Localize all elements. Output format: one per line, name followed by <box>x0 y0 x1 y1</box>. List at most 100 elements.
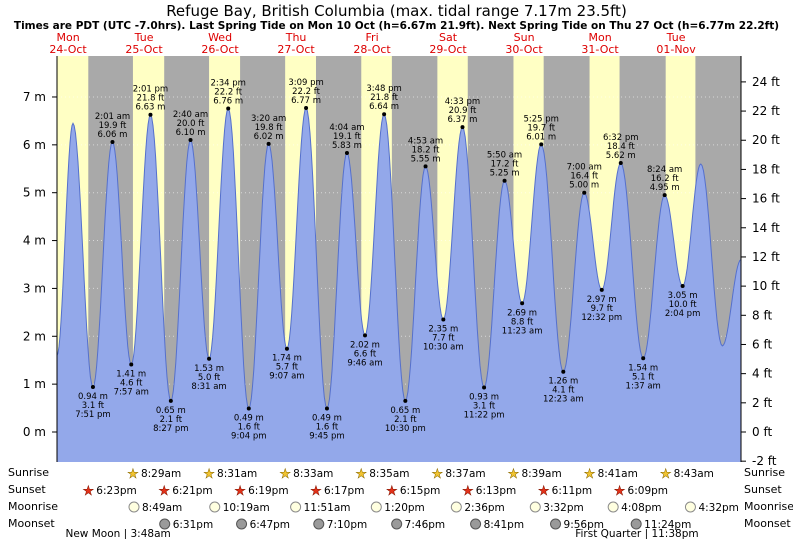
tide-annotation: 8:27 pm <box>153 424 188 434</box>
sunrise-time: 8:33am <box>293 468 333 480</box>
tide-annotation: 4:53 am <box>408 136 443 146</box>
moonset-time: 7:46pm <box>405 519 445 531</box>
moonset-time: 11:24pm <box>644 519 691 531</box>
tide-annotation: 7:57 am <box>114 388 149 398</box>
tide-annotation: 19.1 ft <box>333 132 361 142</box>
tide-annotation: 6.63 m <box>136 103 166 113</box>
day-label-name: Fri <box>366 31 379 44</box>
tide-annotation: 19.9 ft <box>99 121 127 131</box>
day-label-date: 30-Oct <box>505 43 543 56</box>
tide-extremum-dot <box>641 356 646 361</box>
sunset-icon: ★ <box>386 484 398 499</box>
tide-annotation: 6.01 m <box>526 132 556 142</box>
tide-annotation: 9:46 am <box>347 358 382 368</box>
sunset-time: 6:15pm <box>400 485 440 497</box>
moonrise-time: 10:19am <box>223 502 270 514</box>
tide-annotation: 16.4 ft <box>570 172 598 182</box>
day-label-date: 01-Nov <box>656 43 696 56</box>
moonrise-time: 8:49am <box>142 502 182 514</box>
tide-annotation: 2.97 m <box>587 295 617 305</box>
tide-annotation: 8:24 am <box>647 165 682 175</box>
day-label-name: Tue <box>134 31 154 44</box>
tide-annotation: 6:32 pm <box>603 133 638 143</box>
moonset-time: 6:47pm <box>250 519 290 531</box>
sunrise-icon: ★ <box>508 467 520 482</box>
tide-annotation: 17.2 ft <box>491 160 519 170</box>
tide-extremum-dot <box>582 190 587 195</box>
y-axis-label-m: 2 m <box>23 329 46 343</box>
tide-annotation: 10.0 ft <box>669 300 697 310</box>
day-label-name: Tue <box>666 31 686 44</box>
tide-extremum-dot <box>599 287 604 292</box>
moonset-time: 6:31pm <box>173 519 213 531</box>
tide-extremum-dot <box>90 385 95 390</box>
y-axis-label-ft: 6 ft <box>752 337 772 351</box>
tide-extremum-dot <box>226 106 231 111</box>
tide-extremum-dot <box>129 362 134 367</box>
tide-extremum-dot <box>344 150 349 155</box>
moonrise-icon <box>684 501 696 513</box>
tide-annotation: 1.53 m <box>194 364 224 374</box>
tide-extremum-dot <box>423 164 428 169</box>
tide-annotation: 18.2 ft <box>412 145 440 155</box>
moonset-icon <box>236 518 248 530</box>
sunrise-row-label-left: Sunrise <box>8 466 50 479</box>
y-axis-label-ft: 4 ft <box>752 367 772 381</box>
moonrise-icon <box>209 501 221 513</box>
tide-annotation: 5.83 m <box>332 141 362 151</box>
day-label-name: Mon <box>588 31 611 44</box>
tide-annotation: 20.0 ft <box>177 119 205 129</box>
day-label-date: 29-Oct <box>429 43 467 56</box>
tide-annotation: 6.02 m <box>254 132 284 142</box>
moonrise-icon <box>128 501 140 513</box>
tide-annotation: 11:22 pm <box>464 410 505 420</box>
tide-annotation: 5:25 pm <box>524 114 559 124</box>
moonrise-time: 1:20pm <box>384 502 424 514</box>
tide-annotation: 5.7 ft <box>276 363 299 373</box>
moonrise-time: 4:32pm <box>698 502 738 514</box>
tide-annotation: 6.6 ft <box>354 349 377 359</box>
tide-annotation: 9.7 ft <box>591 304 614 314</box>
tide-extremum-dot <box>246 406 251 411</box>
sunrise-time: 8:37am <box>445 468 485 480</box>
moonset-icon <box>313 518 325 530</box>
moonrise-time: 2:36pm <box>464 502 504 514</box>
tide-annotation: 9:45 pm <box>309 432 344 442</box>
page-title: Refuge Bay, British Columbia (max. tidal… <box>166 2 627 20</box>
tide-annotation: 19.8 ft <box>255 123 283 133</box>
y-axis-label-ft: 12 ft <box>752 250 780 264</box>
sunset-icon: ★ <box>158 484 170 499</box>
day-label-name: Thu <box>285 31 307 44</box>
sunrise-icon: ★ <box>584 467 596 482</box>
sunset-time: 6:09pm <box>628 485 668 497</box>
sunrise-time: 8:35am <box>369 468 409 480</box>
moonrise-icon <box>529 501 541 513</box>
day-label-name: Wed <box>208 31 232 44</box>
tide-annotation: 10:30 pm <box>385 424 426 434</box>
tide-extremum-dot <box>502 178 507 183</box>
sunset-icon: ★ <box>234 484 246 499</box>
sunrise-icon: ★ <box>203 467 215 482</box>
tide-annotation: 20.9 ft <box>449 106 477 116</box>
tide-annotation: 21.8 ft <box>370 93 398 103</box>
y-axis-label-m: 5 m <box>23 186 46 200</box>
moonset-icon <box>470 518 482 530</box>
moonrise-time: 3:32pm <box>543 502 583 514</box>
tide-extremum-dot <box>266 141 271 146</box>
tide-annotation: 16.2 ft <box>651 174 679 184</box>
tide-annotation: 2:01 pm <box>133 85 168 95</box>
tide-extremum-dot <box>363 333 368 338</box>
y-axis-label-ft: 8 ft <box>752 308 772 322</box>
tide-annotation: 0.49 m <box>312 414 342 424</box>
chart-subtitle: Times are PDT (UTC -7.0hrs). Last Spring… <box>13 20 780 32</box>
tide-annotation: 4.6 ft <box>120 379 143 389</box>
tide-annotation: 2.02 m <box>350 340 380 350</box>
tide-annotation: 18.4 ft <box>607 142 635 152</box>
moonset-row-label-left: Moonset <box>8 517 55 530</box>
tide-annotation: 5.00 m <box>569 181 599 191</box>
tide-extremum-dot <box>618 161 623 166</box>
y-axis-label-m: 3 m <box>23 281 46 295</box>
tide-annotation: 7.7 ft <box>432 334 455 344</box>
tide-annotation: 4:04 am <box>329 123 364 133</box>
y-axis-label-ft: -2 ft <box>752 454 777 468</box>
